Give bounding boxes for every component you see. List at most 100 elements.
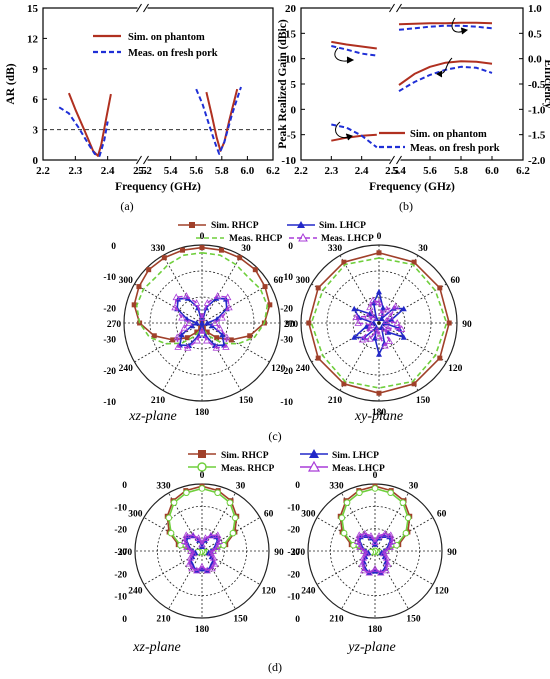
plot-a-xlabel: Frequency (GHz) xyxy=(115,181,201,193)
polar-point-marker xyxy=(198,540,206,548)
axis-break-mark xyxy=(396,155,402,165)
plot-b-series-sim xyxy=(331,40,377,50)
polar-point-marker xyxy=(381,341,389,349)
polar-point-marker xyxy=(167,529,175,537)
polar-point-marker xyxy=(170,499,178,506)
plot-b-xtick-label: 2.2 xyxy=(294,165,308,177)
polar-grid-spoke xyxy=(374,492,409,552)
polar-angle-label: 0 xyxy=(200,471,205,481)
polar-point-marker xyxy=(151,333,157,339)
polar-point-marker xyxy=(189,531,197,539)
axis-break-mark xyxy=(143,3,149,13)
plot-b-ytick-left-label: 20 xyxy=(285,3,297,15)
plot-b-ytick-right-label: -0.5 xyxy=(528,79,546,91)
polar-point-marker xyxy=(383,305,391,313)
polar-point-marker xyxy=(184,295,191,301)
polar-grid-spoke xyxy=(201,255,242,324)
plot-b-xtick-label: 6.2 xyxy=(516,165,530,177)
polar-point-marker xyxy=(411,259,417,265)
polar-point-marker xyxy=(224,293,232,301)
polar-r-label: -20 xyxy=(103,304,116,314)
polar-r-label: -10 xyxy=(114,503,127,513)
plot-a-frame xyxy=(42,7,274,161)
polar-point-marker xyxy=(399,499,407,506)
polar-angle-label: 270 xyxy=(291,548,306,558)
polar-point-marker xyxy=(390,305,397,311)
polar-point-marker xyxy=(411,381,417,387)
polar-angle-label: 210 xyxy=(328,396,343,406)
polar-point-marker xyxy=(446,320,452,326)
polar-point-marker xyxy=(198,313,206,321)
panel-b-caption: (b) xyxy=(399,199,413,213)
polar-point-marker xyxy=(402,529,410,537)
legend-marker-meas-rhcp xyxy=(197,462,207,472)
polar-point-marker xyxy=(219,331,226,338)
polar-point-marker xyxy=(352,313,361,320)
plot-b-series-sim xyxy=(331,133,377,142)
polar-angle-label: 150 xyxy=(416,396,431,406)
polar-point-marker xyxy=(359,553,368,561)
polar-point-marker xyxy=(194,534,203,541)
polar-point-marker xyxy=(171,303,179,311)
polar-point-marker xyxy=(178,313,186,321)
polar-point-marker xyxy=(184,343,192,351)
polar-c-legend: Sim. RHCP Sim. LHCP Meas. RHCP Meas. LHC… xyxy=(178,221,374,244)
polar-angle-label: 300 xyxy=(301,510,316,520)
plot-b-legend: Sim. on phantom Meas. on fresh pork xyxy=(379,129,500,154)
polar-point-marker xyxy=(376,250,382,256)
polar-point-marker xyxy=(358,559,367,567)
polar-point-marker xyxy=(188,564,196,572)
plot-b-ylabel-left: Peak Realized Gain (dBic) xyxy=(277,19,289,149)
legend-label-meas: Meas. on fresh pork xyxy=(410,143,500,154)
polar-angle-label: 120 xyxy=(435,587,450,597)
polar-point-marker xyxy=(206,549,215,557)
legend-label-meas: Meas. on fresh pork xyxy=(128,48,218,59)
polar-point-marker xyxy=(198,562,206,570)
polar-point-marker xyxy=(189,549,198,557)
plot-a-ytick-label: 15 xyxy=(27,3,39,15)
polar-point-marker xyxy=(183,489,190,497)
polar-point-marker xyxy=(387,489,394,497)
polar-point-marker xyxy=(378,309,386,316)
polar-point-marker xyxy=(199,565,205,572)
polar-grid-spoke xyxy=(201,283,270,324)
polar-point-marker xyxy=(367,321,376,328)
polar-point-marker xyxy=(371,485,379,492)
polar-point-marker xyxy=(207,531,215,539)
plot-b-xtick-label: 6.0 xyxy=(485,165,499,177)
polar-angle-label: 0 xyxy=(373,471,378,481)
polar-angle-label: 240 xyxy=(301,587,316,597)
polar-angle-label: 60 xyxy=(264,510,274,520)
polar-angle-label: 210 xyxy=(156,615,171,625)
axis-break-gap xyxy=(390,155,401,165)
polar-point-marker xyxy=(215,537,224,544)
polar-grid-spoke xyxy=(201,550,236,610)
polar-point-marker xyxy=(343,499,351,506)
polar-point-marker xyxy=(204,320,211,326)
plot-a-ytick-label: 9 xyxy=(33,64,39,76)
polar-grid-ring xyxy=(179,528,225,574)
axis-break-mark xyxy=(389,3,395,13)
polar-angle-label: 90 xyxy=(447,548,457,558)
axis-break-mark xyxy=(396,3,402,13)
polar-r-label: -20 xyxy=(103,367,116,377)
polar-series-line xyxy=(356,532,394,574)
polar-point-marker xyxy=(380,324,389,332)
polar-grid-spoke xyxy=(168,550,203,610)
polar-point-marker xyxy=(371,565,379,572)
polar-point-marker xyxy=(381,529,389,537)
plot-a-ytick-label: 3 xyxy=(33,125,39,137)
axis-break-mark xyxy=(136,155,142,165)
polar-grid-spoke xyxy=(134,322,203,363)
polar-point-marker xyxy=(226,499,234,506)
polar-point-marker xyxy=(223,333,231,341)
polar-angle-label: 330 xyxy=(329,481,344,491)
polar-point-marker xyxy=(185,319,193,326)
polar-r-label: -20 xyxy=(287,526,300,536)
polar-angle-label: 90 xyxy=(274,548,284,558)
polar-grid-spoke xyxy=(201,492,236,552)
plot-b-ytick-right-label: -1.5 xyxy=(528,130,546,142)
plot-b-xtick-label: 2.3 xyxy=(324,165,338,177)
polar-angle-label: 270 xyxy=(284,320,299,330)
plot-b-series-sim xyxy=(398,21,493,26)
